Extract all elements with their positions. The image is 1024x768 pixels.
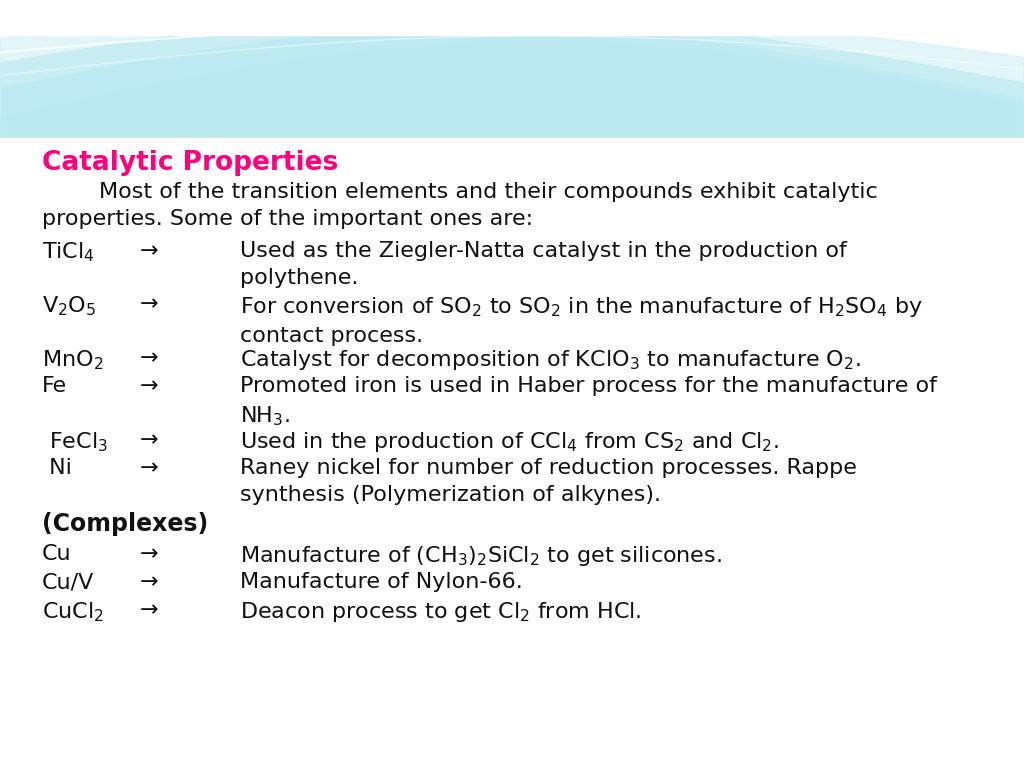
Text: Cu: Cu: [42, 544, 72, 564]
Text: Manufacture of Nylon-66.: Manufacture of Nylon-66.: [240, 572, 522, 592]
Text: →: →: [140, 295, 159, 315]
Text: Most of the transition elements and their compounds exhibit catalytic
properties: Most of the transition elements and thei…: [42, 182, 878, 229]
Text: FeCl$_3$: FeCl$_3$: [42, 430, 108, 454]
Text: →: →: [140, 572, 159, 592]
Text: →: →: [140, 430, 159, 450]
Text: Catalyst for decomposition of KClO$_3$ to manufacture O$_2$.: Catalyst for decomposition of KClO$_3$ t…: [240, 349, 861, 372]
Text: Used as the Ziegler-Natta catalyst in the production of
polythene.: Used as the Ziegler-Natta catalyst in th…: [240, 241, 847, 288]
Text: →: →: [140, 376, 159, 396]
Text: Cu/V: Cu/V: [42, 572, 94, 592]
Text: Raney nickel for number of reduction processes. Rappe
synthesis (Polymerization : Raney nickel for number of reduction pro…: [240, 458, 857, 505]
Text: (Complexes): (Complexes): [42, 511, 208, 536]
Text: Promoted iron is used in Haber process for the manufacture of
NH$_3$.: Promoted iron is used in Haber process f…: [240, 376, 937, 428]
Text: Ni: Ni: [42, 458, 72, 478]
Text: V$_2$O$_5$: V$_2$O$_5$: [42, 295, 96, 318]
Text: Fe: Fe: [42, 376, 68, 396]
Text: Deacon process to get Cl$_2$ from HCl.: Deacon process to get Cl$_2$ from HCl.: [240, 600, 641, 624]
Text: →: →: [140, 544, 159, 564]
Text: Used in the production of CCl$_4$ from CS$_2$ and Cl$_2$.: Used in the production of CCl$_4$ from C…: [240, 430, 779, 454]
Text: TiCl$_4$: TiCl$_4$: [42, 241, 94, 264]
Text: Catalytic Properties: Catalytic Properties: [42, 150, 338, 176]
Text: →: →: [140, 349, 159, 369]
Text: CuCl$_2$: CuCl$_2$: [42, 600, 103, 624]
Text: MnO$_2$: MnO$_2$: [42, 349, 103, 372]
Text: For conversion of SO$_2$ to SO$_2$ in the manufacture of H$_2$SO$_4$ by
contact : For conversion of SO$_2$ to SO$_2$ in th…: [240, 295, 923, 346]
Text: Manufacture of (CH$_3$)$_2$SiCl$_2$ to get silicones.: Manufacture of (CH$_3$)$_2$SiCl$_2$ to g…: [240, 544, 722, 568]
Text: →: →: [140, 458, 159, 478]
Text: →: →: [140, 241, 159, 261]
Text: →: →: [140, 600, 159, 620]
